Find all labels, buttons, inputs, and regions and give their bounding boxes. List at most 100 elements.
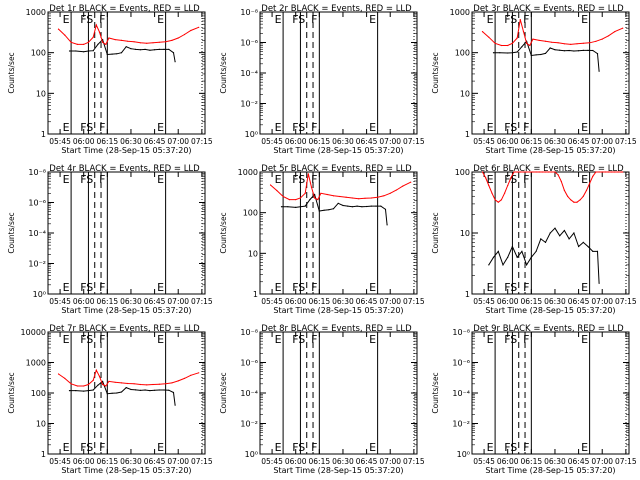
data-point (171, 39, 173, 42)
y-tick-label: 1 (465, 290, 470, 299)
data-point (494, 42, 496, 44)
event-label-top: E (63, 173, 70, 186)
event-label-bottom: E (581, 121, 588, 134)
data-point (535, 171, 537, 173)
data-point (549, 232, 551, 234)
x-tick-label: 06:30 (120, 137, 142, 146)
data-point (563, 229, 566, 232)
x-tick-label: 07:15 (403, 297, 425, 306)
data-point (526, 171, 528, 173)
data-point (183, 33, 186, 36)
data-point (540, 53, 542, 56)
data-point (500, 44, 502, 47)
data-point (139, 383, 141, 386)
data-point (570, 199, 572, 201)
data-point (102, 383, 104, 386)
data-point (526, 264, 528, 266)
y-tick-label: 10⁻⁸ (28, 168, 46, 177)
panel-title: Det 2r BLACK = Events, RED = LLD (261, 4, 412, 14)
data-point (596, 250, 599, 252)
event-label-top: F (80, 13, 86, 26)
data-point (582, 42, 584, 44)
data-point (410, 181, 412, 183)
x-tick-label: 07:00 (167, 297, 189, 306)
data-point (511, 42, 513, 44)
data-point (570, 43, 572, 46)
data-point (154, 389, 156, 391)
data-point (592, 175, 594, 177)
x-tick-label: 07:00 (379, 297, 401, 306)
data-point (507, 44, 509, 47)
series-line-lld (482, 19, 623, 47)
data-point (370, 205, 372, 207)
x-tick-label: 06:15 (521, 297, 543, 306)
data-point (366, 205, 368, 208)
data-point (98, 375, 101, 377)
data-point (563, 50, 566, 52)
x-tick-label: 06:45 (356, 297, 378, 306)
event-label-bottom: F (99, 441, 105, 454)
event-label-bottom: F (80, 281, 86, 294)
x-tick-label: 07:15 (191, 297, 213, 306)
event-label-top: F (311, 173, 317, 186)
y-axis-label: Counts/sec (431, 212, 440, 253)
data-point (596, 53, 599, 55)
x-tick-label: 07:15 (615, 137, 637, 146)
x-tick-label: 06:00 (497, 137, 519, 146)
data-point (589, 182, 591, 184)
event-label-bottom: F (99, 281, 105, 294)
data-point (120, 382, 123, 384)
data-point (622, 27, 624, 29)
x-tick-label: 07:15 (403, 457, 425, 466)
x-tick-label: 07:00 (591, 137, 613, 146)
data-point (307, 173, 309, 175)
data-point (513, 171, 515, 173)
data-point (152, 42, 154, 44)
data-point (563, 43, 566, 45)
event-label-bottom: E (581, 281, 588, 294)
data-point (576, 201, 578, 203)
data-point (165, 41, 167, 43)
event-label-top: E (157, 333, 164, 346)
y-tick-label: 1 (41, 450, 46, 459)
data-point (310, 186, 313, 188)
data-point (87, 383, 89, 386)
data-point (177, 380, 179, 382)
event-label-top: E (275, 173, 282, 186)
x-tick-label: 06:00 (497, 457, 519, 466)
x-tick-label: 07:00 (167, 137, 189, 146)
x-tick-label: 07:15 (403, 137, 425, 146)
data-point (127, 40, 129, 42)
x-tick-label: 06:15 (309, 457, 331, 466)
data-point (108, 380, 110, 382)
data-point (535, 54, 537, 56)
y-tick-label: 10000 (21, 328, 46, 337)
data-point (582, 195, 584, 197)
y-tick-label: 10 (460, 229, 470, 238)
x-tick-label: 06:00 (497, 297, 519, 306)
event-label-bottom: F (292, 121, 298, 134)
y-tick-label: 10⁻⁸ (240, 328, 258, 337)
event-label-bottom: F (80, 121, 86, 134)
event-label-top: E (369, 173, 376, 186)
data-point (587, 49, 589, 52)
event-label-top: S (86, 13, 93, 26)
x-tick-label: 06:45 (144, 137, 166, 146)
data-point (573, 232, 575, 234)
x-tick-label: 06:30 (544, 137, 566, 146)
data-point (114, 381, 116, 383)
event-label-top: F (523, 333, 529, 346)
data-point (530, 54, 532, 57)
event-label-top: E (157, 13, 164, 26)
data-point (269, 184, 272, 186)
event-label-bottom: F (504, 281, 510, 294)
y-tick-label: 10⁻⁴ (28, 229, 46, 238)
data-point (563, 189, 566, 191)
event-label-bottom: S (86, 121, 93, 134)
data-point (111, 53, 113, 55)
x-tick-label: 05:45 (473, 297, 495, 306)
data-point (295, 206, 297, 208)
event-label-bottom: E (275, 441, 282, 454)
data-point (125, 387, 127, 389)
data-point (97, 384, 99, 386)
